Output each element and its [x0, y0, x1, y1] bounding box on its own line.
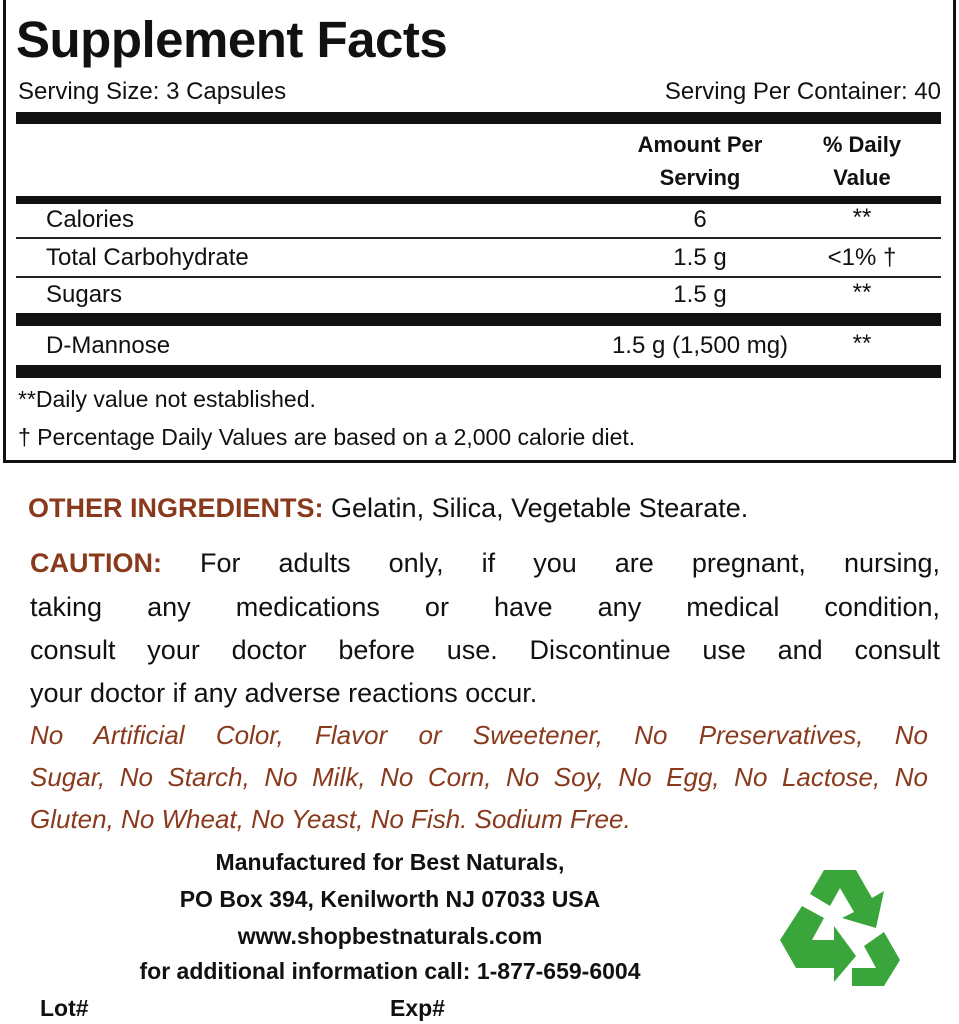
free-from-line: Sugar, No Starch, No Milk, No Corn, No S… [30, 762, 928, 792]
supplement-facts-panel [3, 0, 956, 463]
footnote: **Daily value not established. [18, 386, 316, 412]
panel-title: Supplement Facts [16, 11, 448, 68]
caution-line: taking any medications or have any medic… [30, 592, 940, 622]
row-dv: ** [852, 330, 872, 357]
servings-per-container: Serving Per Container: 40 [664, 78, 941, 105]
exp-label: Exp# [390, 995, 445, 1021]
header-amount-line: Amount Per [637, 132, 763, 157]
website-link[interactable]: www.shopbestnaturals.com [237, 923, 543, 949]
divider-thick [16, 313, 941, 326]
footnote: † Percentage Daily Values are based on a… [18, 424, 636, 450]
divider-thick [16, 112, 941, 124]
other-ingredients: OTHER INGREDIENTS: Gelatin, Silica, Vege… [28, 495, 748, 522]
serving-size: Serving Size: 3 Capsules [18, 78, 287, 105]
row-dv: ** [852, 279, 872, 306]
other-ingredients-text: Gelatin, Silica, Vegetable Stearate. [323, 493, 749, 523]
header-dv-line: % Daily [822, 132, 902, 157]
row-name: Total Carbohydrate [46, 244, 249, 271]
row-name: Sugars [46, 281, 123, 308]
caution-line: your doctor if any adverse reactions occ… [30, 678, 538, 708]
row-amount: 6 [693, 206, 707, 233]
caution-text: For adults only, if you are pregnant, nu… [161, 548, 940, 578]
header-daily-value: % Daily Value [800, 128, 924, 194]
row-dv: <1% † [827, 244, 897, 271]
divider-thick [16, 196, 941, 204]
header-dv-line: Value [833, 165, 891, 190]
row-name: Calories [46, 206, 135, 233]
row-amount: 1.5 g (1,500 mg) [611, 332, 789, 359]
other-ingredients-label: OTHER INGREDIENTS: [28, 493, 324, 523]
divider-thin [16, 276, 941, 278]
header-amount: Amount Per Serving [610, 128, 790, 194]
row-name: D-Mannose [46, 332, 171, 359]
caution-label: CAUTION: [30, 548, 162, 578]
row-amount: 1.5 g [673, 244, 727, 271]
recycle-icon [780, 870, 900, 986]
free-from-line: Gluten, No Wheat, No Yeast, No Fish. Sod… [30, 804, 631, 834]
divider-thick [16, 365, 941, 378]
caution-line: CAUTION: For adults only, if you are pre… [30, 550, 940, 577]
lot-label: Lot# [40, 995, 89, 1021]
header-amount-line: Serving [659, 165, 741, 190]
caution-line: consult your doctor before use. Disconti… [30, 635, 940, 665]
free-from-line: No Artificial Color, Flavor or Sweetener… [30, 720, 928, 750]
row-dv: ** [852, 204, 872, 231]
divider-thin [16, 237, 941, 239]
row-amount: 1.5 g [673, 281, 727, 308]
phone-line: for additional information call: 1-877-6… [139, 958, 641, 984]
manufacturer-line: Manufactured for Best Naturals, [215, 849, 565, 875]
manufacturer-address: PO Box 394, Kenilworth NJ 07033 USA [179, 886, 601, 912]
